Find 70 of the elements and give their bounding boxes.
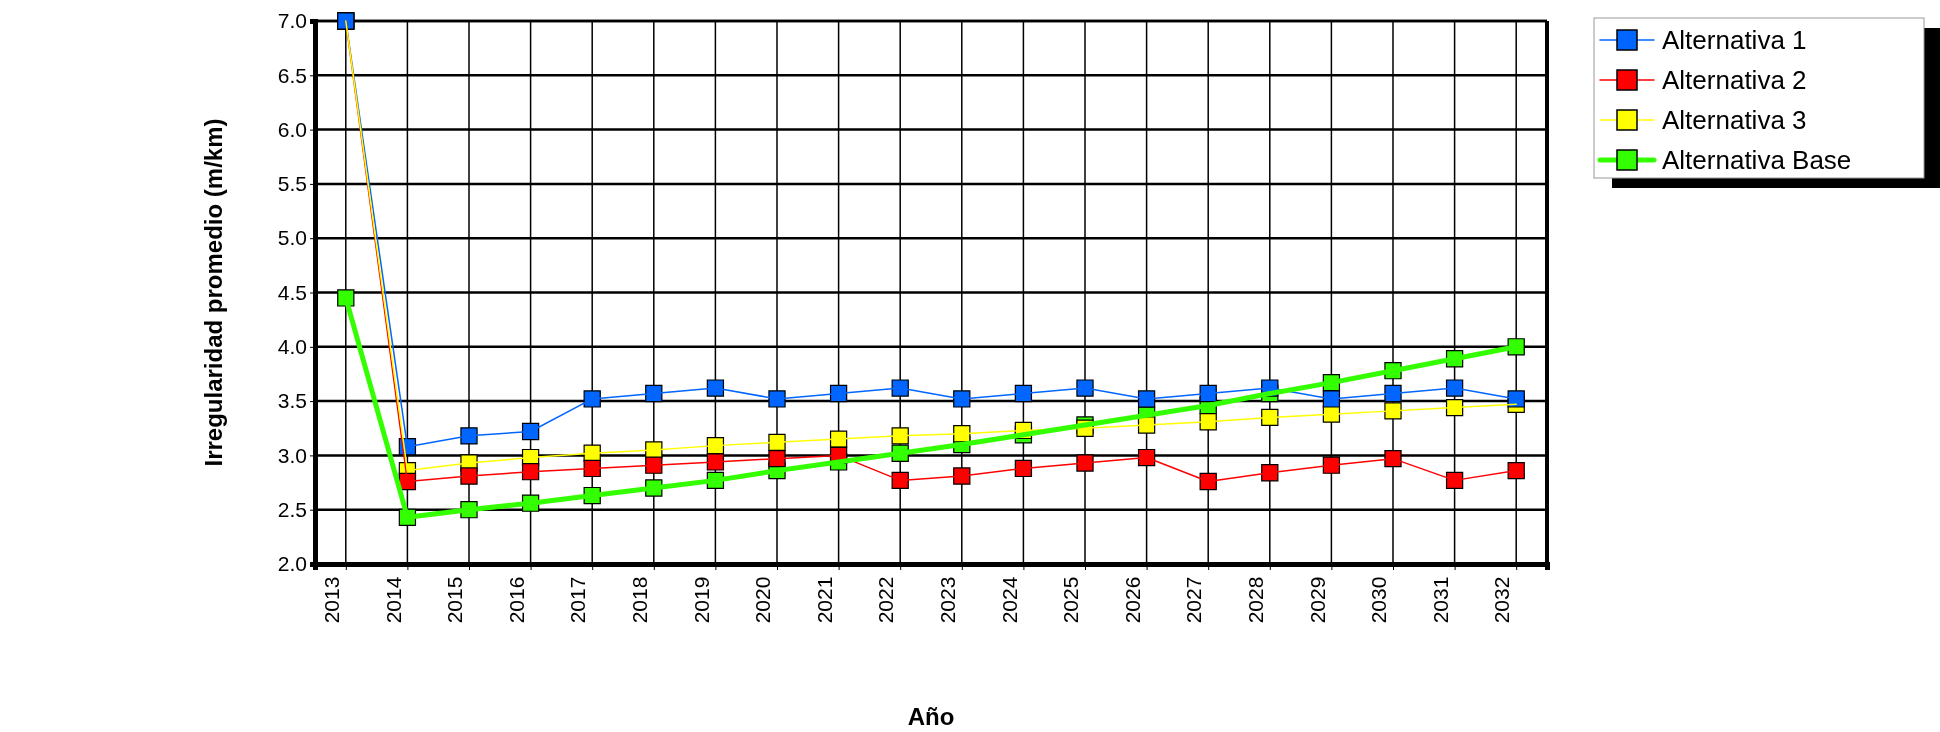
x-axis-title: Año [907,703,955,730]
y-axis-title: Irregularidad promedio (m/km) [200,118,227,467]
x-tick-label: 2019 [689,576,713,624]
x-tick-label: 2031 [1428,576,1452,624]
x-tick-label: 2029 [1305,576,1329,624]
point [1507,338,1525,356]
point [1199,384,1217,403]
point [706,379,725,397]
x-tick-label: 2015 [443,576,467,624]
y-tick-label: 2.5 [277,497,307,521]
y-tick-label: 4.5 [277,280,307,304]
point [1384,402,1402,420]
point [645,456,663,474]
x-tick-label: 2032 [1490,576,1514,624]
point [583,390,601,408]
point [1322,456,1341,474]
x-tick-label: 2014 [381,576,405,624]
x-tick-label: 2013 [319,576,343,624]
legend-label: Alternativa 1 [1662,25,1807,55]
legend-label: Alternativa 3 [1662,105,1807,135]
point [1322,390,1341,408]
point [460,467,478,485]
y-tick-label: 3.5 [277,389,307,413]
x-tick-label: 2025 [1059,576,1083,624]
point [1445,379,1464,397]
x-tick-label: 2018 [627,576,651,624]
x-tick-label: 2026 [1120,576,1144,624]
y-tick-label: 5.5 [277,172,307,196]
point [1261,464,1279,482]
point [1137,390,1156,408]
point [1507,390,1525,408]
point [1199,472,1217,491]
point [953,390,971,408]
point [891,471,909,490]
point [1199,413,1217,431]
point [1384,450,1402,468]
y-tick-label: 4.0 [277,335,307,359]
point [706,453,725,471]
point [1076,454,1094,472]
x-tick-label: 2021 [812,576,836,624]
x-tick-label: 2024 [997,576,1021,624]
x-tick-label: 2023 [935,576,959,624]
point [953,467,971,485]
x-tick-label: 2028 [1243,576,1267,624]
legend-label: Alternativa 2 [1662,65,1807,95]
point [891,379,909,397]
x-tick-label: 2020 [751,576,775,624]
point [460,427,478,445]
legend-label: Alternativa Base [1662,145,1852,175]
y-tick-label: 6.0 [277,117,307,141]
x-tick-label: 2022 [874,576,898,624]
point [583,459,601,478]
x-tick-label: 2030 [1367,576,1391,624]
y-tick-label: 5.0 [277,226,307,250]
point [1261,408,1279,427]
y-tick-label: 2.0 [277,552,307,576]
point [891,427,909,445]
point [1384,384,1402,403]
point [1076,379,1094,397]
y-tick-label: 6.5 [277,63,307,87]
point [645,384,663,403]
y-tick-label: 3.0 [277,443,307,467]
point [953,425,971,443]
point [768,390,786,408]
y-tick-label: 7.0 [277,9,307,33]
point [1507,461,1525,480]
x-tick-label: 2017 [566,576,590,624]
x-tick-label: 2016 [504,576,528,624]
point [768,450,786,468]
x-tick-label: 2027 [1182,576,1206,624]
